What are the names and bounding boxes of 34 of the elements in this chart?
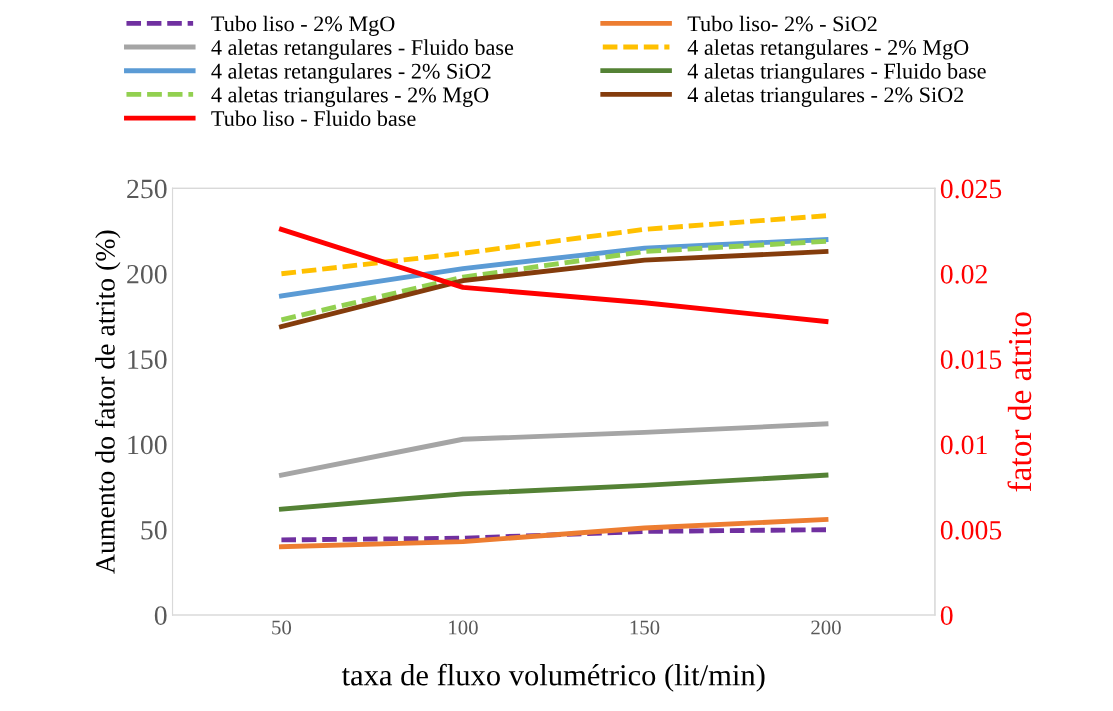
x-tick-label: 200	[811, 620, 841, 635]
y2-tick-label: 0	[940, 606, 953, 625]
y2-tick-label: 0.01	[940, 435, 987, 455]
line-series	[279, 421, 829, 478]
y-tick-label: 250	[127, 179, 167, 199]
y-tick-label: 0	[154, 606, 167, 625]
legend-label: Tubo liso - Fluido base	[211, 110, 416, 127]
x-tick-label: 150	[630, 620, 660, 635]
line-series	[279, 249, 829, 330]
y2-tick-label: 0.015	[940, 350, 1002, 370]
line-series	[279, 517, 829, 550]
y2-tick-label: 0.005	[940, 520, 1002, 540]
y-tick-label: 200	[127, 264, 167, 284]
line-series	[279, 472, 829, 512]
legend-label: 4 aletas retangulares - Fluido base	[211, 39, 514, 60]
y2-axis-title: fator de atrito	[1007, 312, 1032, 492]
line-series	[279, 527, 829, 543]
x-tick-label: 50	[272, 620, 292, 635]
legend-label: 4 aletas retangulares - 2% SiO2	[211, 63, 491, 84]
legend-label: Tubo liso - 2% MgO	[211, 15, 395, 36]
legend-label: 4 aletas triangulares - Fluido base	[687, 63, 986, 84]
legend-label: 4 aletas retangulares - 2% MgO	[687, 39, 969, 60]
x-axis-title: taxa de fluxo volumétrico (lit/min)	[341, 663, 765, 692]
y2-tick-label: 0.025	[940, 179, 1002, 199]
line-series	[279, 213, 829, 277]
y-axis-title: Aumento do fator de atrito (%)	[94, 230, 121, 574]
legend-label: 4 aletas triangulares - 2% SiO2	[687, 86, 964, 107]
y2-tick-label: 0.02	[940, 264, 987, 284]
y-tick-label: 100	[128, 435, 167, 455]
y-tick-label: 50	[141, 520, 167, 540]
y-tick-label: 150	[128, 350, 167, 369]
x-tick-label: 100	[449, 620, 478, 635]
legend-label: Tubo liso- 2% - SiO2	[687, 15, 877, 32]
legend-label: 4 aletas triangulares - 2% MgO	[211, 86, 489, 107]
